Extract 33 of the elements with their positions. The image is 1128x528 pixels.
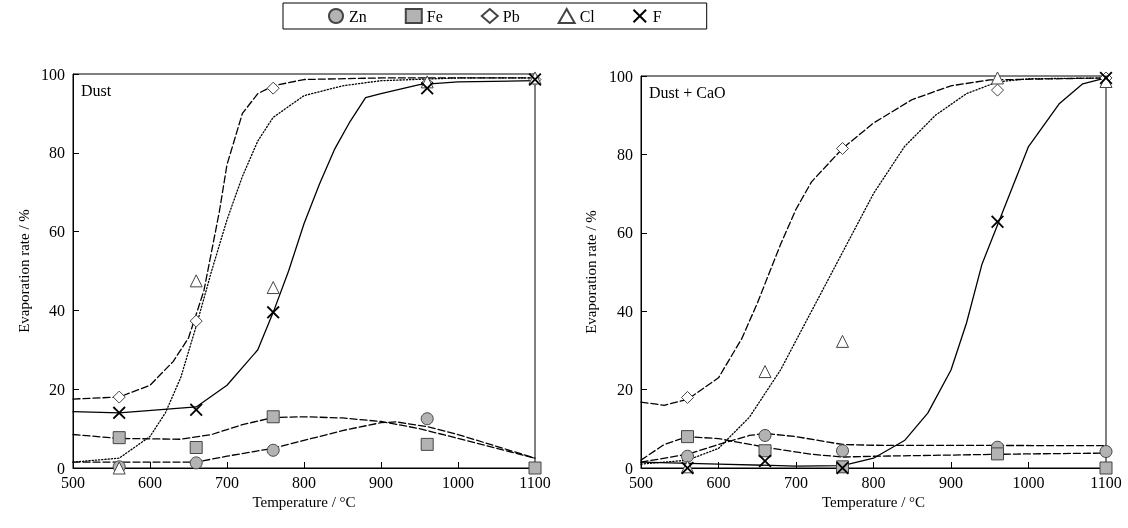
- legend-label: Cl: [579, 7, 596, 25]
- y-tick-label: 20: [617, 381, 633, 399]
- x-tick-label: 1000: [1012, 473, 1045, 491]
- legend-label: Zn: [349, 7, 367, 25]
- y-tick-label: 100: [41, 65, 65, 83]
- x-tick-label: 700: [215, 473, 239, 491]
- y-axis-title: Evaporation rate / %: [582, 210, 599, 334]
- x-tick-label: 1100: [1090, 473, 1122, 491]
- y-tick-label: 60: [49, 223, 65, 241]
- annotation: Dust + CaO: [649, 83, 726, 101]
- annotation: Dust: [81, 81, 112, 99]
- y-tick-label: 60: [617, 224, 633, 242]
- y-tick-label: 80: [617, 145, 633, 163]
- x-tick-label: 900: [369, 473, 393, 491]
- legend-label: Pb: [502, 7, 520, 25]
- x-tick-label: 800: [292, 473, 316, 491]
- legend-label: F: [652, 7, 662, 25]
- y-tick-label: 20: [49, 380, 65, 398]
- y-tick-label: 100: [609, 67, 633, 85]
- x-tick-label: 600: [138, 473, 162, 491]
- x-axis-title: Temperature / °C: [252, 494, 356, 511]
- y-tick-label: 80: [49, 144, 65, 162]
- y-tick-label: 40: [617, 302, 633, 320]
- y-axis-title: Evaporation rate / %: [15, 209, 32, 333]
- x-tick-label: 700: [784, 473, 808, 491]
- x-tick-label: 1000: [442, 473, 474, 491]
- x-axis-title: Temperature / °C: [821, 494, 926, 511]
- x-tick-label: 800: [861, 473, 886, 491]
- y-tick-label: 40: [49, 301, 65, 319]
- x-tick-label: 1100: [519, 473, 551, 491]
- legend-label: Fe: [426, 7, 443, 25]
- x-tick-label: 900: [939, 473, 963, 491]
- x-tick-label: 600: [706, 473, 731, 491]
